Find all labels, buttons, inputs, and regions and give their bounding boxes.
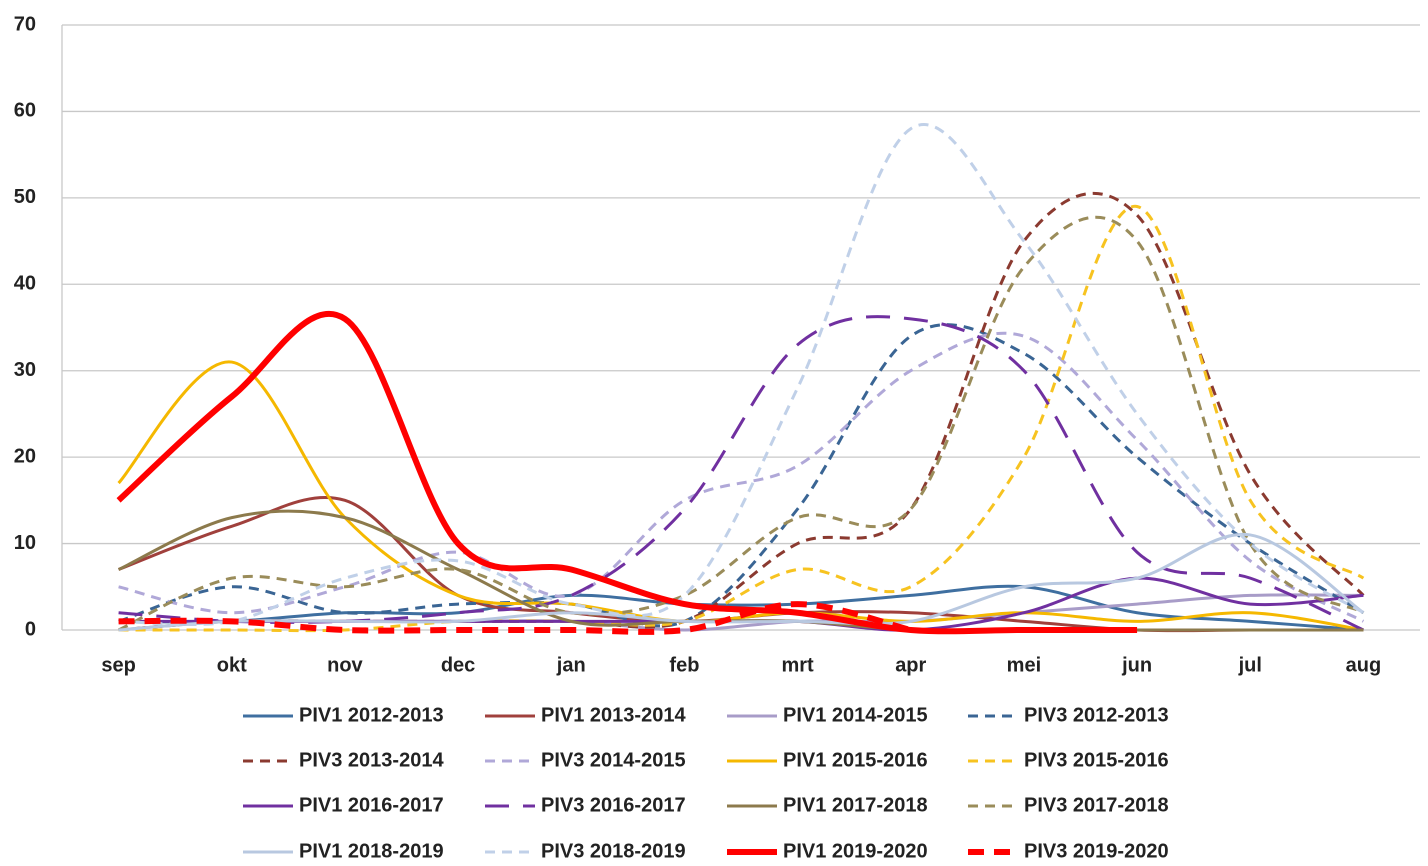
series-line — [117, 360, 1364, 632]
series-line — [118, 204, 1365, 633]
legend-label: PIV3 2014-2015 — [541, 749, 686, 771]
legend-label: PIV3 2015-2016 — [1024, 749, 1169, 771]
series-line — [118, 584, 1364, 632]
legend-label: PIV1 2014-2015 — [783, 704, 928, 726]
legend-label: PIV1 2019-2020 — [783, 840, 928, 862]
series-line — [116, 310, 1138, 635]
legend-label: PIV1 2016-2017 — [299, 794, 444, 816]
y-tick-label: 70 — [14, 13, 36, 35]
x-tick-label: apr — [895, 654, 926, 676]
legend-label: PIV1 2012-2013 — [299, 704, 444, 726]
series-line — [118, 601, 912, 635]
legend-label: PIV3 2016-2017 — [541, 794, 686, 816]
series-line — [118, 532, 1365, 632]
series-line — [118, 331, 1365, 623]
x-tick-label: jun — [1121, 654, 1152, 676]
y-tick-label: 40 — [14, 273, 36, 295]
x-tick-label: dec — [441, 654, 475, 676]
series-line — [118, 323, 1365, 628]
y-tick-label: 10 — [14, 532, 36, 554]
legend-label: PIV1 2013-2014 — [541, 704, 686, 726]
series-line — [118, 315, 1365, 632]
legend-label: PIV3 2019-2020 — [1024, 840, 1169, 862]
legend-label: PIV1 2018-2019 — [299, 840, 444, 862]
x-tick-label: okt — [217, 654, 247, 676]
x-tick-label: jul — [1238, 654, 1262, 676]
x-tick-label: feb — [669, 654, 699, 676]
series-line — [118, 191, 1365, 632]
legend-label: PIV1 2017-2018 — [783, 794, 928, 816]
legend-label: PIV3 2012-2013 — [1024, 704, 1169, 726]
x-tick-label: jan — [556, 654, 586, 676]
x-tick-label: nov — [327, 654, 363, 676]
y-tick-label: 60 — [14, 100, 36, 122]
series-line — [117, 215, 1365, 632]
y-tick-label: 0 — [25, 618, 36, 640]
legend-label: PIV3 2018-2019 — [541, 840, 686, 862]
y-tick-label: 50 — [14, 186, 36, 208]
legend-label: PIV3 2017-2018 — [1024, 794, 1169, 816]
series-line — [118, 123, 1365, 627]
legend-label: PIV1 2015-2016 — [783, 749, 928, 771]
x-tick-label: mrt — [781, 654, 814, 676]
legend-label: PIV3 2013-2014 — [299, 749, 444, 771]
x-tick-label: sep — [101, 654, 135, 676]
x-tick-label: mei — [1007, 654, 1041, 676]
x-tick-label: aug — [1346, 654, 1382, 676]
y-tick-label: 20 — [14, 445, 36, 467]
y-tick-label: 30 — [14, 359, 36, 381]
